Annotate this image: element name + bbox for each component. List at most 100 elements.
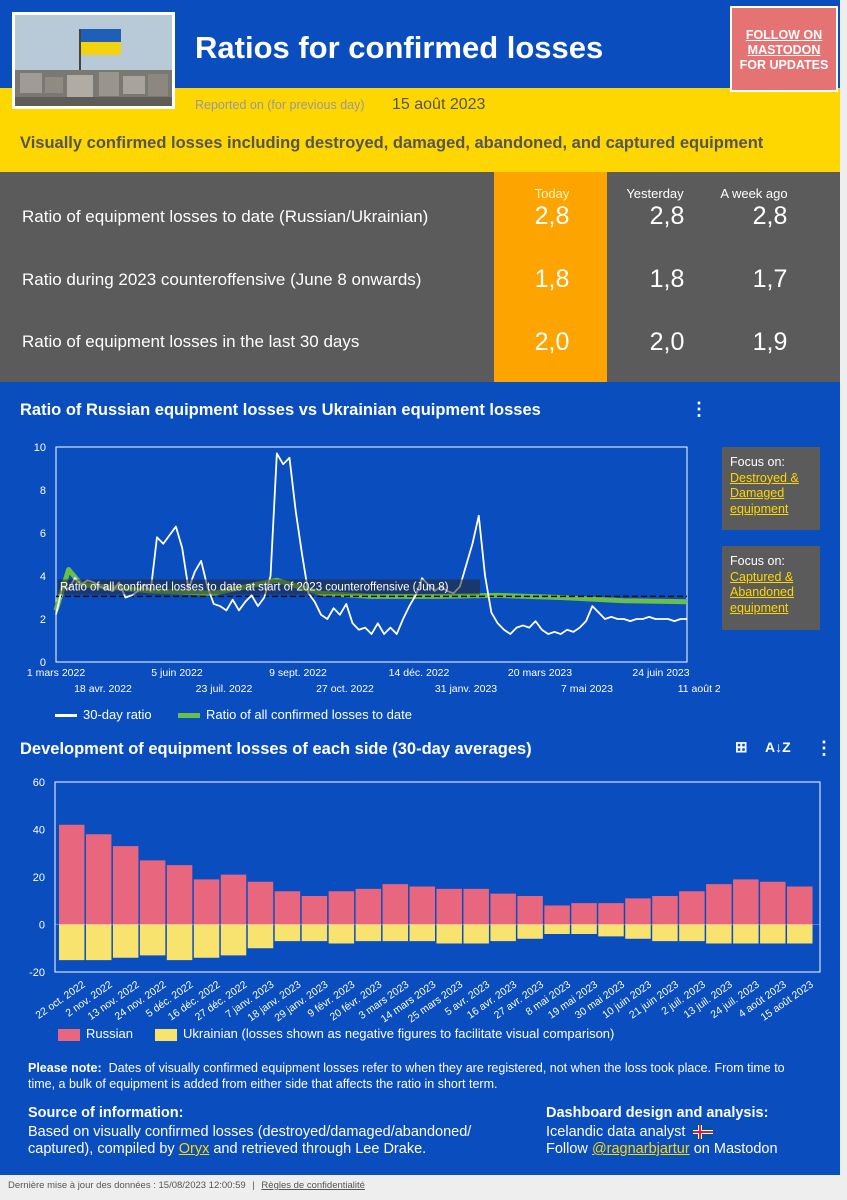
plot-area [55,446,688,663]
russian-bar [328,891,355,925]
reference-label-bg [58,579,480,595]
x-tick-label: 27 oct. 2022 [316,683,374,695]
x-tick-label: 7 mai 2023 [561,683,613,695]
thirty-day-ratio-line [55,452,687,635]
y-tick-label: 8 [40,485,46,497]
ukrainian-bar [490,924,516,942]
x-tick-label: 23 juil. 2022 [196,683,253,695]
iceland-flag-icon [693,1125,714,1140]
legend-swatch-russian [58,1028,80,1041]
x-tick-label: 11 août 2023 [678,683,720,695]
y-tick-label: 0 [40,657,46,669]
x-tick-label: 14 déc. 2022 [389,667,450,679]
col-header-today: Today [534,186,570,201]
legend-swatch-green [178,713,200,719]
credit-follow: Follow [546,1141,588,1157]
add-chart-icon[interactable]: ⊞ [735,739,748,756]
y-tick-label: 10 [34,442,46,454]
ukrainian-bar [463,924,489,944]
y-tick-label: 2 [40,614,46,626]
focus-destroyed-link[interactable]: Destroyed & Damaged equipment [730,470,799,516]
note-paragraph: Please note: Dates of visually confirmed… [28,1060,808,1092]
oryx-link[interactable]: Oryx [178,1141,210,1157]
ratio-panel [0,172,840,382]
russian-bar [247,881,274,925]
russian-bar [301,896,328,925]
follow-line-3: FOR UPDATES [739,58,829,72]
flag-photo [12,12,175,109]
x-tick-label: 18 avr. 2022 [74,683,132,695]
ukrainian-bar [166,924,193,961]
bar-legend-russian: Russian [58,1026,133,1041]
ukrainian-bar [436,924,462,944]
russian-bar [382,884,409,925]
col-header-yesterday: Yesterday [626,186,684,201]
legend-label-russian: Russian [86,1026,133,1041]
ratio-row-label: Ratio of equipment losses to date (Russi… [22,207,429,226]
russian-bar [166,865,193,925]
line-legend-cumulative: Ratio of all confirmed losses to date [178,707,412,722]
ukrainian-bar [679,924,705,942]
bar-chart-title: Development of equipment losses of each … [20,740,532,758]
follow-line-1: FOLLOW ON [745,28,823,42]
more-vert-icon[interactable]: ⋮ [815,738,833,758]
follow-mastodon-button[interactable]: FOLLOW ON MASTODON FOR UPDATES [730,6,838,92]
today-column [494,172,607,382]
line-legend-ratio: 30-day ratio [55,707,152,722]
russian-bar [517,896,543,925]
ukrainian-bar [355,924,382,942]
russian-bar [706,884,732,925]
ratio-row-label: Ratio of equipment losses in the last 30… [22,332,360,351]
focus-captured-box[interactable]: Focus on: Captured & Abandoned equipment [722,546,820,630]
ukrainian-bar [652,924,678,942]
privacy-link[interactable]: Règles de confidentialité [261,1180,365,1191]
ukrainian-bar [760,924,786,944]
x-tick-label: 20 mars 2023 [508,667,572,679]
dashboard-page: Ratios for confirmed losses FOLLOW ON MA… [0,0,840,1175]
y-tick-label: 60 [33,777,45,789]
credit-line-1: Icelandic data analyst [546,1124,686,1140]
ratio-week-ago-value: 2,8 [752,202,788,230]
ukrainian-bar [274,924,301,942]
ratio-today-value: 2,8 [534,202,570,230]
ukrainian-bar [139,924,166,956]
russian-bar [787,886,813,925]
x-tick-label: 5 juin 2022 [151,667,203,679]
note-text: Dates of visually confirmed equipment lo… [28,1061,785,1091]
y-tick-label: 40 [33,825,45,837]
subtitle: Visually confirmed losses including dest… [20,134,764,152]
reference-label: Ratio of all confirmed losses to date at… [60,581,449,593]
sort-az-icon[interactable]: A↓Z [765,739,791,755]
ukrainian-bar [85,924,112,961]
last-updated: Dernière mise à jour des données : 15/08… [8,1180,246,1191]
credit-suffix: on Mastodon [693,1141,778,1157]
focus-captured-link[interactable]: Captured & Abandoned equipment [730,569,794,615]
mastodon-handle-link[interactable]: @ragnarbjartur [591,1141,690,1157]
legend-swatch-ukrainian [155,1028,177,1041]
ukrainian-bar [193,924,220,958]
focus-destroyed-box[interactable]: Focus on: Destroyed & Damaged equipment [722,447,820,530]
ukrainian-bar [733,924,759,944]
russian-bar [760,881,786,925]
russian-bar [193,879,220,925]
ukrainian-bar [328,924,355,944]
russian-bar [355,888,382,925]
y-tick-label: 6 [40,528,46,540]
note-label: Please note: [28,1061,102,1075]
y-tick-label: 0 [39,920,45,932]
ukrainian-bar [787,924,813,944]
legend-label-30day: 30-day ratio [83,707,152,722]
russian-bar [733,879,759,925]
russian-bar [409,886,435,925]
ukrainian-bar [544,924,570,934]
ukrainian-bar [625,924,651,939]
x-tick-label: 24 juin 2023 [632,667,689,679]
reported-label: Reported on (for previous day) [195,98,365,112]
more-vert-icon[interactable]: ⋮ [690,399,708,419]
legend-swatch-white [55,714,77,718]
russian-bar [625,898,651,925]
focus-label: Focus on: [730,455,785,469]
ratio-yesterday-value: 2,0 [649,328,685,356]
ratio-yesterday-value: 2,8 [649,202,685,230]
